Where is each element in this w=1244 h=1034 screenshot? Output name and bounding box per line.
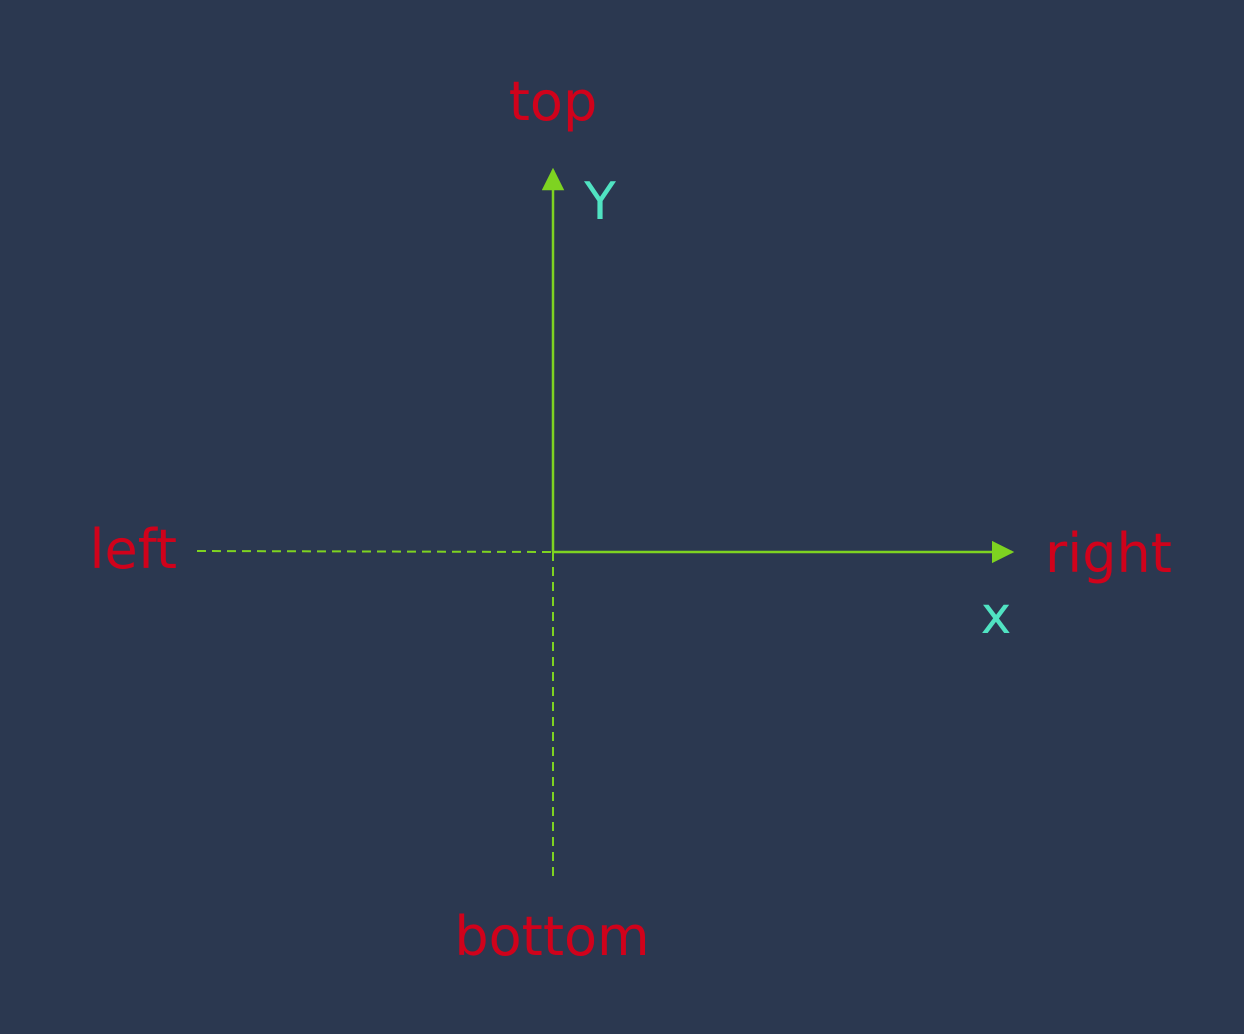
label-left: left xyxy=(90,518,177,581)
negative-x-dashed-line xyxy=(196,550,554,553)
label-right: right xyxy=(1045,522,1172,585)
label-x-axis: x xyxy=(981,586,1012,646)
label-top: top xyxy=(509,70,598,133)
label-bottom: bottom xyxy=(454,905,649,968)
label-y-axis: Y xyxy=(583,172,616,232)
